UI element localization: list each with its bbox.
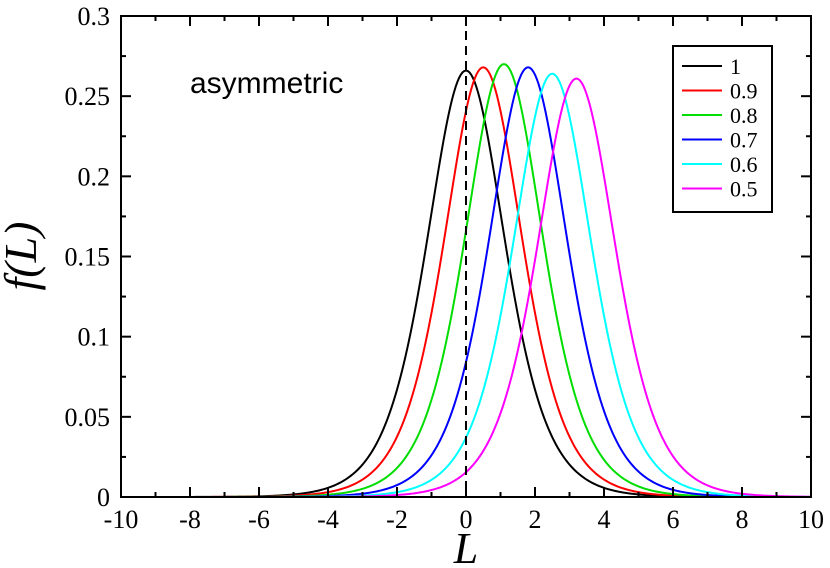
x-tick-label: -2 xyxy=(386,505,408,534)
legend-label: 1 xyxy=(730,54,741,79)
x-tick-label: 4 xyxy=(598,505,611,534)
y-tick-label: 0.05 xyxy=(65,403,111,432)
x-axis-title: L xyxy=(453,524,478,568)
x-tick-label: -6 xyxy=(248,505,270,534)
x-tick-label: -4 xyxy=(317,505,339,534)
y-tick-label: 0.15 xyxy=(65,243,111,272)
y-tick-label: 0.1 xyxy=(78,323,111,352)
y-tick-label: 0.25 xyxy=(65,82,111,111)
legend-label: 0.9 xyxy=(730,79,758,104)
legend: 10.90.80.70.60.5 xyxy=(672,45,773,213)
legend-label: 0.5 xyxy=(730,177,758,202)
legend-label: 0.6 xyxy=(730,152,758,177)
x-tick-label: 2 xyxy=(529,505,542,534)
y-tick-label: 0.2 xyxy=(78,162,111,191)
x-axis: -10 -8 -6 -4 -2 0 2 4 6 8 10 xyxy=(104,16,824,534)
x-tick-label: 10 xyxy=(798,505,824,534)
x-tick-label: -8 xyxy=(179,505,201,534)
legend-label: 0.7 xyxy=(730,128,758,153)
legend-label: 0.8 xyxy=(730,103,758,128)
x-tick-label: 8 xyxy=(736,505,749,534)
x-tick-label: 0 xyxy=(460,505,473,534)
annotation-text: asymmetric xyxy=(190,67,343,100)
y-tick-label: 0 xyxy=(97,483,110,512)
legend-box xyxy=(672,45,773,213)
x-tick-label: -10 xyxy=(104,505,139,534)
x-tick-label: 6 xyxy=(667,505,680,534)
y-axis-title: f(L) xyxy=(0,222,46,291)
y-axis: 0 0.05 0.1 0.15 0.2 0.25 0.3 xyxy=(65,2,811,512)
y-tick-label: 0.3 xyxy=(78,2,111,31)
